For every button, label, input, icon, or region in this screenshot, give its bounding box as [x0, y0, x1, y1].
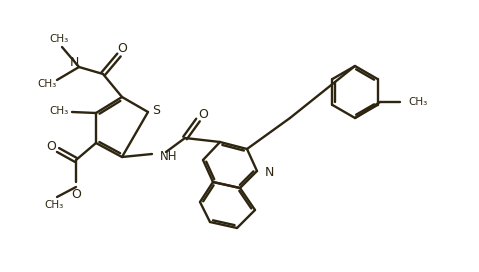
Text: CH₃: CH₃	[408, 97, 427, 107]
Text: CH₃: CH₃	[37, 79, 57, 89]
Text: N: N	[265, 166, 274, 180]
Text: NH: NH	[160, 150, 178, 162]
Text: S: S	[152, 104, 160, 116]
Text: O: O	[46, 141, 56, 153]
Text: CH₃: CH₃	[50, 106, 69, 116]
Text: CH₃: CH₃	[45, 200, 64, 210]
Text: O: O	[71, 188, 81, 201]
Text: O: O	[198, 109, 208, 122]
Text: N: N	[69, 57, 79, 70]
Text: CH₃: CH₃	[49, 34, 68, 44]
Text: O: O	[117, 42, 127, 54]
